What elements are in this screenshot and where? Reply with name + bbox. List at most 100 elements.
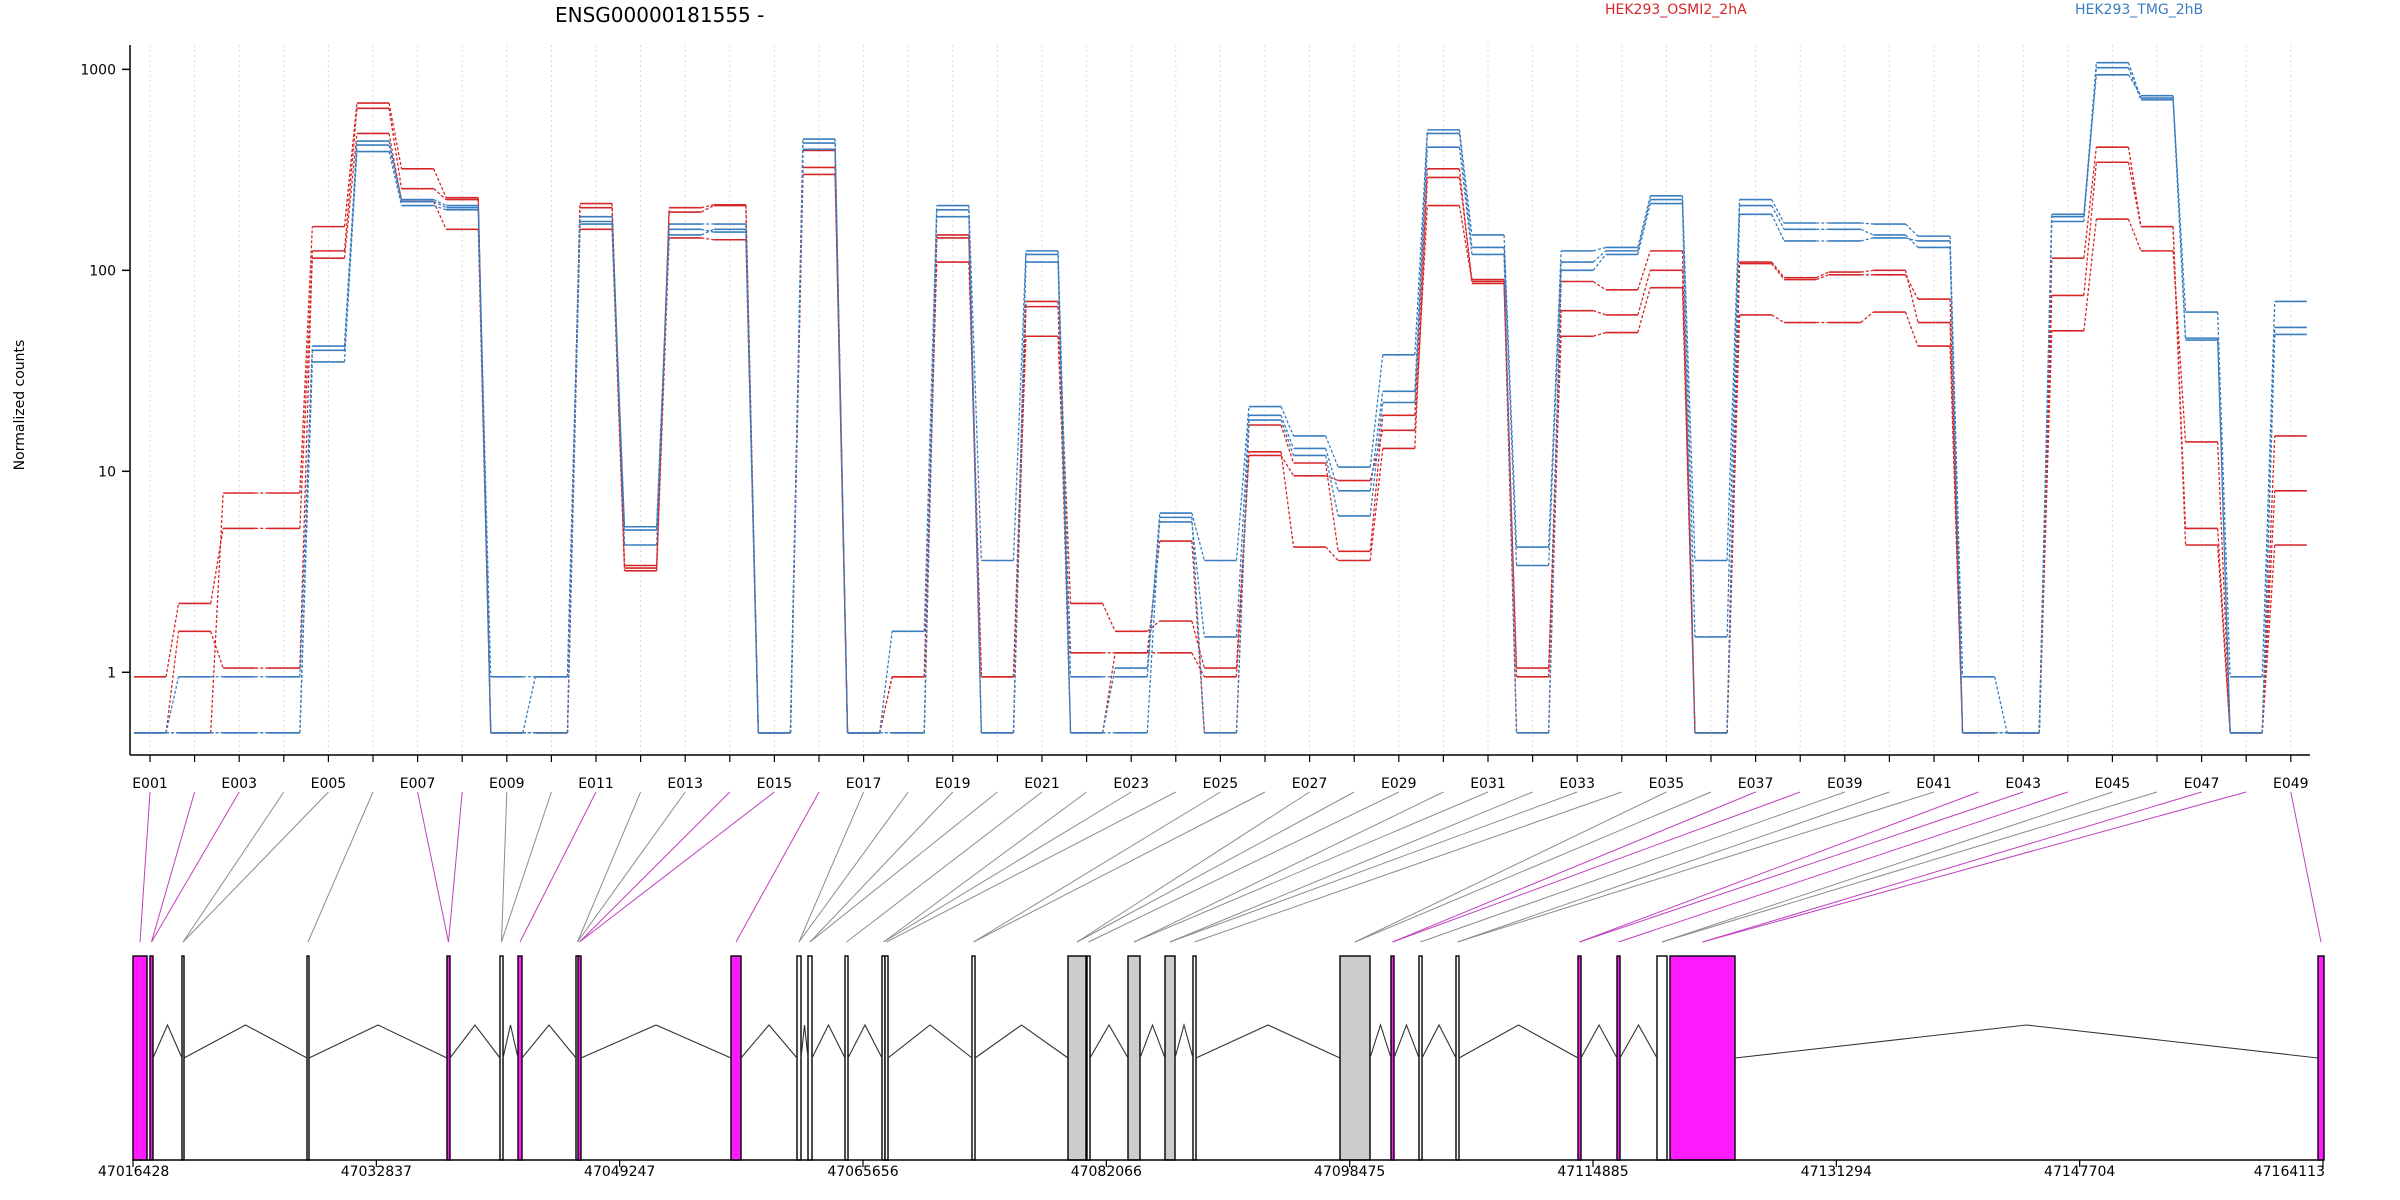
exon-connector (579, 791, 731, 943)
data-connector (343, 108, 358, 251)
exon-block (517, 955, 523, 1161)
intron-line (1421, 1023, 1457, 1059)
data-connector (1592, 254, 1607, 271)
data-connector (1860, 228, 1874, 236)
exon-connector (1088, 791, 1400, 943)
data-connector (1548, 270, 1562, 733)
exon-block (1390, 955, 1395, 1161)
coordinate-label: 47032837 (341, 1164, 412, 1180)
exon-block (181, 955, 185, 1161)
data-connector (1458, 168, 1473, 284)
exon-connector (1457, 791, 1890, 943)
data-connector (299, 250, 313, 669)
x-tick-label: E043 (2005, 776, 2041, 792)
data-connector (923, 209, 938, 733)
data-connector (923, 262, 938, 677)
exon-connector (1457, 791, 1935, 943)
data-connector (1235, 419, 1250, 733)
exon-connector (846, 791, 1043, 943)
data-connector (1949, 236, 1964, 677)
data-connector (879, 676, 893, 733)
x-tick-label: E005 (311, 776, 347, 792)
data-connector (1503, 281, 1518, 669)
data-connector (1191, 540, 1205, 733)
data-connector (1191, 652, 1205, 678)
exon-connector (307, 791, 374, 943)
exon-block (306, 955, 310, 1161)
data-connector (1637, 270, 1651, 316)
data-connector (433, 200, 447, 209)
data-connector (1325, 455, 1339, 517)
data-connector (1904, 270, 1919, 323)
data-connector (879, 676, 893, 733)
exon-block (1577, 955, 1582, 1161)
exon-connector (1076, 791, 1355, 943)
data-connector (1325, 448, 1339, 491)
data-connector (1592, 280, 1607, 291)
coordinate-label: 47049247 (584, 1164, 655, 1180)
series-line (133, 102, 2307, 734)
exon-connector (1169, 791, 1578, 943)
data-connector (2038, 214, 2053, 733)
data-connector (700, 228, 715, 236)
coordinate-label: 47098475 (1314, 1164, 1385, 1180)
data-connector (1771, 261, 1785, 279)
data-connector (2217, 338, 2231, 733)
data-connector (388, 151, 403, 206)
exon-block (149, 955, 154, 1161)
data-connector (2172, 95, 2187, 339)
exon-block (730, 955, 742, 1161)
exon-block (446, 955, 451, 1161)
intron-line (887, 1024, 973, 1059)
data-connector (1280, 406, 1295, 437)
exon-block (1656, 955, 1668, 1161)
data-connector (1949, 299, 1964, 733)
data-connector (1369, 391, 1384, 491)
genomic-coordinates: 47016428 47032837 47049247 47065656 47082066… (98, 1160, 2325, 1180)
intron-line (1619, 1023, 1658, 1059)
data-connector (433, 198, 447, 207)
data-connector (1280, 424, 1295, 464)
intron-line (1195, 1024, 1341, 1059)
exon-block (1086, 955, 1091, 1161)
exon-connector (1169, 791, 1533, 943)
legend-tmg: HEK293_TMG_2hB (2075, 2, 2203, 18)
data-connector (1146, 513, 1161, 677)
data-connector (789, 174, 804, 733)
data-connector (477, 205, 492, 677)
data-connector (2127, 162, 2142, 227)
exon-block (499, 955, 504, 1161)
exon-connector (139, 791, 151, 943)
gene-model-track (132, 955, 2325, 1161)
exon-connector (579, 791, 775, 943)
exon-connector (973, 791, 1266, 943)
series-lines (133, 61, 2307, 734)
intron-line (974, 1024, 1069, 1059)
data-connector (1503, 247, 1518, 566)
data-connector (2261, 301, 2276, 677)
data-connector (210, 528, 224, 604)
intron-line (811, 1023, 846, 1059)
data-connector (1369, 354, 1384, 468)
data-connector (165, 603, 180, 677)
data-connector (1771, 263, 1785, 280)
data-connector (1860, 237, 1874, 242)
data-connector (343, 102, 358, 227)
data-connector (433, 168, 447, 198)
data-connector (2172, 226, 2187, 529)
data-connector (2083, 147, 2097, 259)
x-tick-label: E033 (1559, 776, 1595, 792)
exon-connector (1702, 791, 2202, 943)
x-tick-label: E029 (1381, 776, 1417, 792)
exon-connector (182, 791, 329, 943)
exon-connector (182, 791, 285, 943)
intron-line (1393, 1023, 1420, 1059)
exon-connector (1579, 791, 1979, 943)
data-connector (1860, 222, 1874, 225)
x-tick-label: E041 (1916, 776, 1952, 792)
exon-connector (417, 791, 449, 943)
data-connector (1414, 133, 1428, 392)
x-tick-label: E037 (1738, 776, 1774, 792)
data-connector (1191, 512, 1205, 561)
data-connector (1593, 331, 1606, 337)
